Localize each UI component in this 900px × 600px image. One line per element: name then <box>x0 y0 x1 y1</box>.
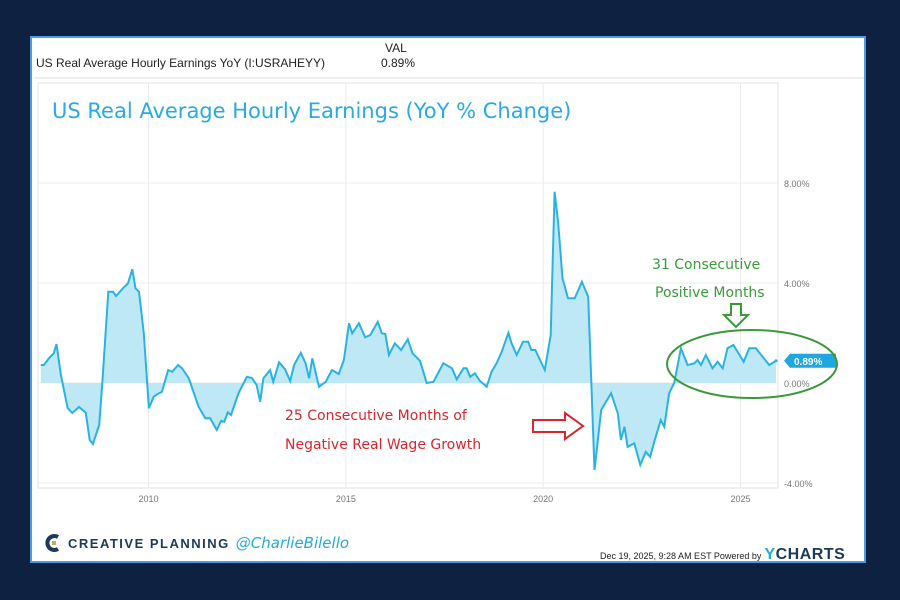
last-value-badge-text: 0.89% <box>794 357 822 368</box>
green-down-arrow-icon <box>721 303 751 329</box>
y-tick-label: 8.00% <box>784 179 810 189</box>
last-value-badge: 0.89% <box>784 353 836 368</box>
area-fill <box>40 191 777 471</box>
y-tick-label: 4.00% <box>784 279 810 289</box>
x-tick-label: 2025 <box>730 494 750 504</box>
annotation-positive-line1: 31 Consecutive <box>652 257 760 273</box>
plot-frame <box>37 82 779 489</box>
x-tick-label: 2020 <box>533 494 553 504</box>
series-label[interactable]: US Real Average Hourly Earnings YoY (I:U… <box>36 56 326 70</box>
chart-panel <box>30 36 866 563</box>
annotation-positive-line2: Positive Months <box>655 285 765 301</box>
creative-planning-brand: CREATIVE PLANNING @CharlieBilello <box>44 534 349 552</box>
y-tick-label: -4.00% <box>784 479 813 489</box>
green-highlight-ellipse <box>666 329 838 399</box>
twitter-handle[interactable]: @CharlieBilello <box>235 534 350 552</box>
last-point <box>774 359 778 363</box>
footer-attribution: Dec 19, 2025, 9:28 AM EST Powered by YCH… <box>600 546 845 564</box>
y-tick-label: 0.00% <box>784 379 810 389</box>
red-right-arrow-icon <box>532 411 585 441</box>
creative-planning-logo-icon <box>45 534 60 552</box>
x-tick-label: 2015 <box>336 494 356 504</box>
series-value: 0.89% <box>381 56 416 70</box>
brand-name: CREATIVE PLANNING <box>68 535 230 551</box>
timestamp: Dec 19, 2025, 9:28 AM EST Powered by <box>600 551 762 561</box>
series-line <box>40 191 777 471</box>
annotation-negative-line1: 25 Consecutive Months of <box>285 408 468 424</box>
ycharts-logo[interactable]: YCHARTS <box>764 546 846 563</box>
x-tick-label: 2010 <box>138 494 158 504</box>
chart-title: US Real Average Hourly Earnings (YoY % C… <box>52 99 571 123</box>
header-column-val: VAL <box>385 41 407 55</box>
annotation-negative-line2: Negative Real Wage Growth <box>285 437 481 453</box>
